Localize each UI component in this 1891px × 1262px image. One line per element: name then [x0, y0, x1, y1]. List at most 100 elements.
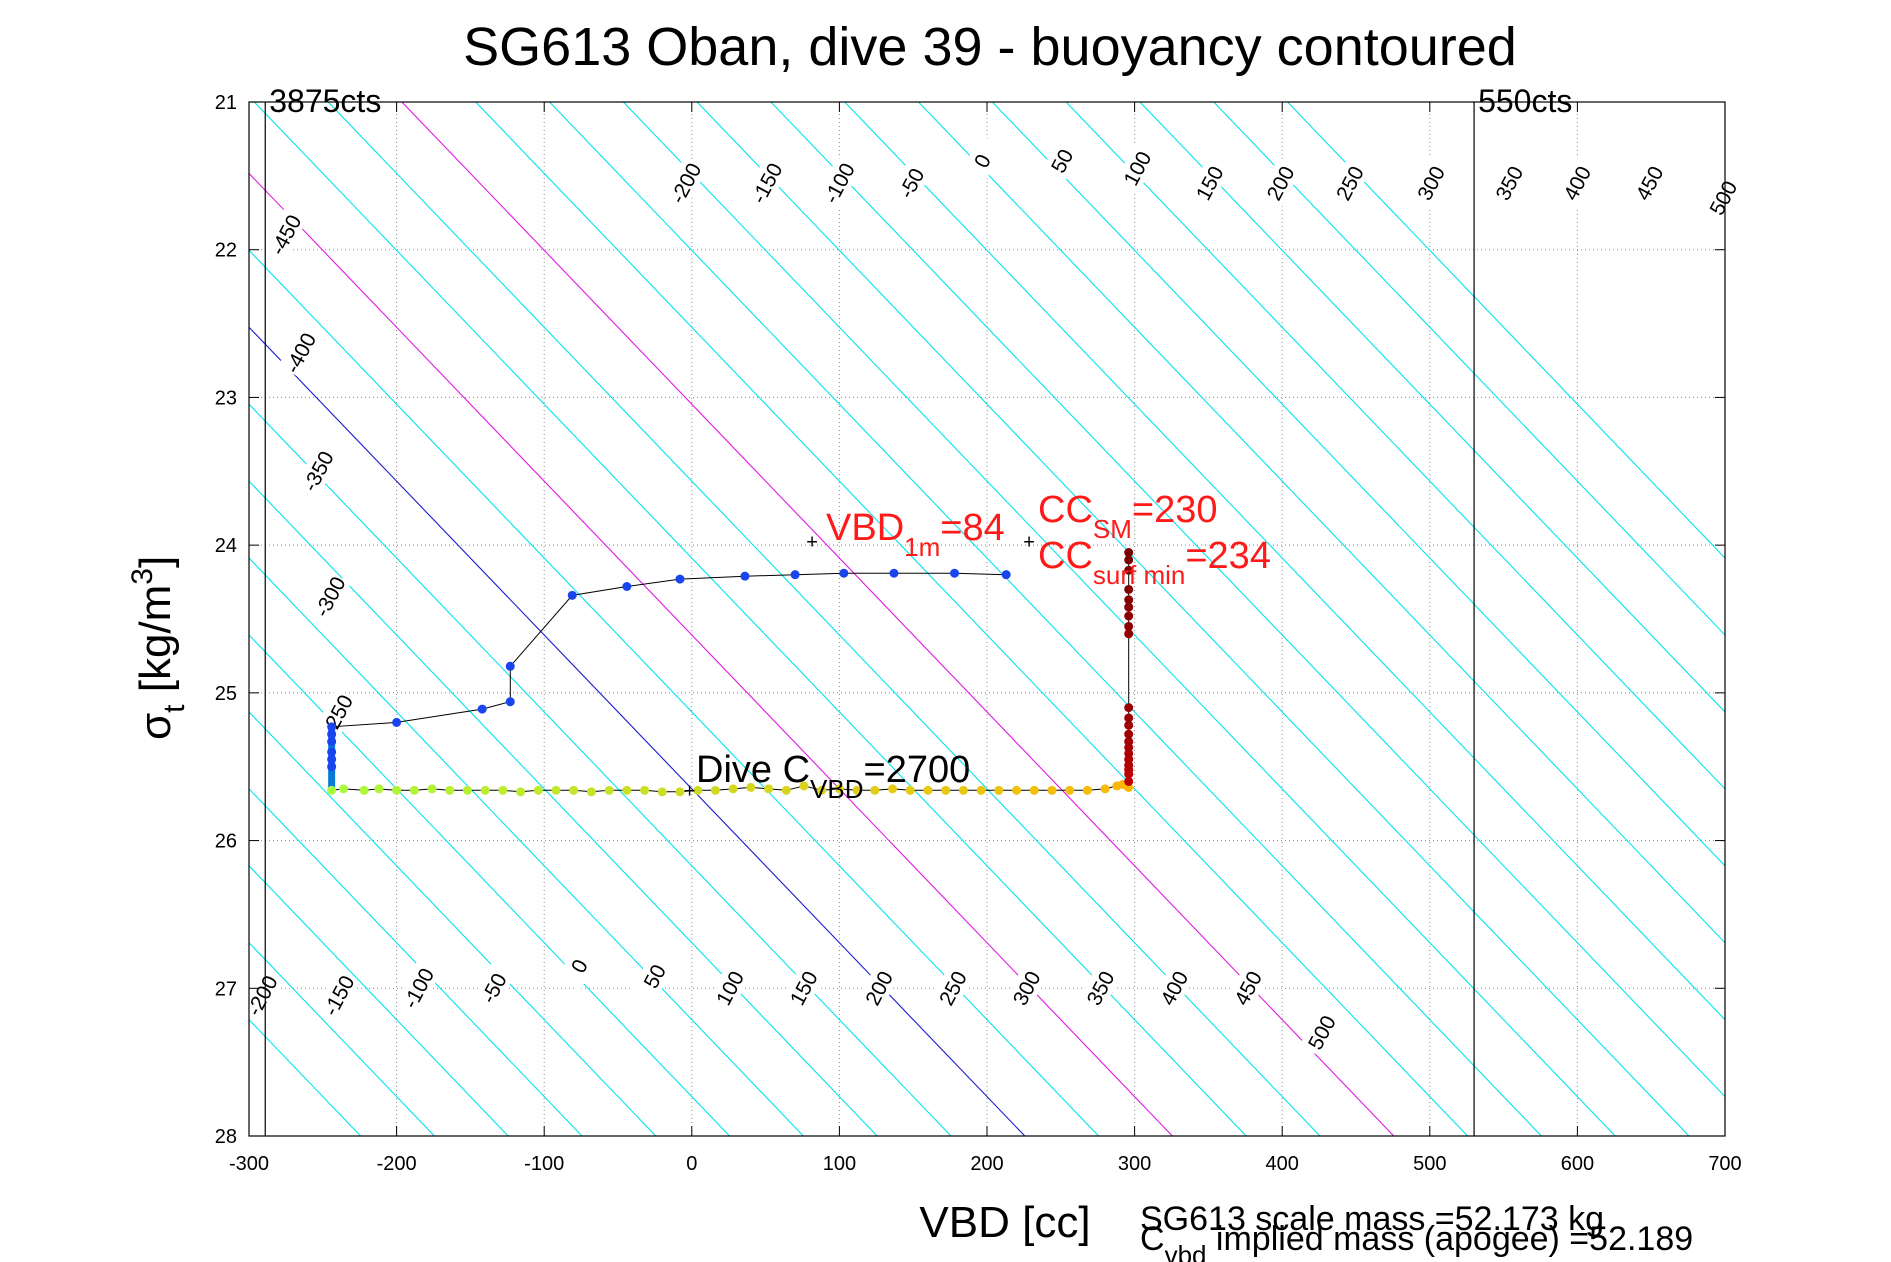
contour-label-bg [316, 969, 360, 1021]
bottom-point [392, 785, 402, 795]
ascent-point [1124, 713, 1134, 723]
bottom-point [409, 785, 419, 795]
contour-label-bg [1408, 157, 1453, 209]
x-tick-label: -200 [377, 1153, 417, 1175]
contour-label-bg [1627, 157, 1671, 209]
contour-labels: -450-400-350-300-200 -150 -100 -500 50 100 150… [239, 135, 1745, 1058]
contour-line [327, 102, 1321, 1136]
contour-line [249, 1018, 361, 1136]
contour-label-bg [1554, 157, 1599, 209]
bottom-point [1065, 785, 1075, 795]
bottom-point [941, 785, 951, 795]
bottom-point [834, 784, 844, 794]
contour-line [844, 102, 1725, 1021]
descent-point [790, 570, 800, 580]
x-axis-label: VBD [cc] [919, 1198, 1090, 1247]
y-tick-label: 26 [215, 831, 237, 853]
contour-line [249, 711, 657, 1136]
bottom-point [622, 785, 632, 795]
ascent-point [1124, 565, 1134, 575]
y-tick-label: 24 [215, 535, 237, 557]
y-tick-label: 23 [215, 387, 237, 409]
contour-label-bg [632, 950, 676, 1002]
descent-point [675, 574, 685, 584]
contour-line [1065, 102, 1725, 790]
y-tick-label: 21 [215, 92, 237, 114]
bottom-point [870, 785, 880, 795]
contour-label-bg [889, 157, 933, 209]
bottom-point [746, 782, 756, 792]
x-axis-ticks: -300 -200 -100 0 100 200 300 400 500 600 700 [229, 102, 1742, 1175]
bottom-point [852, 785, 862, 795]
contour-label-bg [307, 570, 352, 622]
x-tick-label: -100 [524, 1153, 564, 1175]
contour-label-bg [816, 157, 861, 209]
bottom-point [445, 785, 455, 795]
vbd-limit-lines: 3875cts 550cts [264, 83, 1572, 1136]
buoyancy-contours [249, 102, 1725, 1136]
contour-label-bg [1225, 962, 1270, 1014]
descent-point [839, 568, 849, 578]
bottom-point [693, 785, 703, 795]
y-tick-label: 22 [215, 240, 237, 262]
contour-line [549, 102, 1542, 1136]
ascent-point [1124, 602, 1134, 612]
cc-sm-label: CCSM=230 [1038, 489, 1217, 544]
descent-point [505, 697, 515, 707]
chart-title: SG613 Oban, dive 39 - buoyancy contoured [463, 17, 1517, 77]
ascent-point [1124, 629, 1134, 639]
bottom-point [657, 787, 667, 797]
bottom-point [640, 785, 650, 795]
descent-point [327, 747, 337, 757]
vbd-1m-marker: + [806, 532, 818, 554]
contour-label-bg [295, 445, 340, 497]
descent-point [327, 762, 337, 772]
ascent-point [1124, 621, 1134, 631]
bottom-point [923, 785, 933, 795]
x-tick-label: 600 [1561, 1153, 1594, 1175]
descent-trace [331, 572, 1007, 767]
ascent-point [1124, 595, 1134, 605]
bottom-point [338, 784, 348, 794]
contour-label-bg [277, 327, 322, 379]
bottom-point [516, 787, 526, 797]
contour-line [249, 172, 1173, 1136]
contour-line [401, 102, 1395, 1136]
ascent-point [1124, 611, 1134, 621]
contour-label-bg [556, 940, 601, 992]
contour-label-bg [1187, 157, 1231, 209]
contour-label-bg [263, 208, 307, 261]
scale-mass-text: SG613 scale mass =52.173 kg [1140, 1200, 1604, 1238]
y-axis-ticks: 21 22 23 24 25 26 27 28 [215, 92, 1725, 1148]
bottom-point [817, 785, 827, 795]
contour-line [770, 102, 1725, 1098]
bottom-point [888, 784, 898, 794]
contour-label-bg [471, 962, 515, 1014]
bottom-point [1029, 785, 1039, 795]
contour-label-bg [1077, 962, 1122, 1014]
descent-point [505, 661, 515, 671]
bottom-point [764, 784, 774, 794]
contour-line [249, 865, 509, 1136]
y-tick-label: 28 [215, 1126, 237, 1148]
dive-c-marker: + [684, 780, 696, 802]
contour-line [622, 102, 1616, 1136]
bottom-point [462, 785, 472, 795]
descent-point [327, 754, 337, 764]
contour-line [991, 102, 1725, 867]
descent-point [889, 568, 899, 578]
contour-line [249, 480, 878, 1136]
contour-label-bg [1114, 142, 1159, 194]
y-axis-label: σt [kg/m3] [126, 556, 191, 740]
x-tick-label: 100 [823, 1153, 856, 1175]
contour-label-bg [1299, 1006, 1343, 1058]
bottom-point [427, 784, 437, 794]
contour-line [249, 634, 730, 1136]
vbd-1m-label: VBD1m=84 [826, 507, 1005, 562]
bottom-point [1082, 785, 1092, 795]
grid-lines [248, 101, 1726, 1137]
descent-point [327, 722, 337, 732]
x-tick-label: 200 [970, 1153, 1003, 1175]
cc-surf-label: CCsurf min=234 [1038, 535, 1271, 590]
descent-point [740, 571, 750, 581]
